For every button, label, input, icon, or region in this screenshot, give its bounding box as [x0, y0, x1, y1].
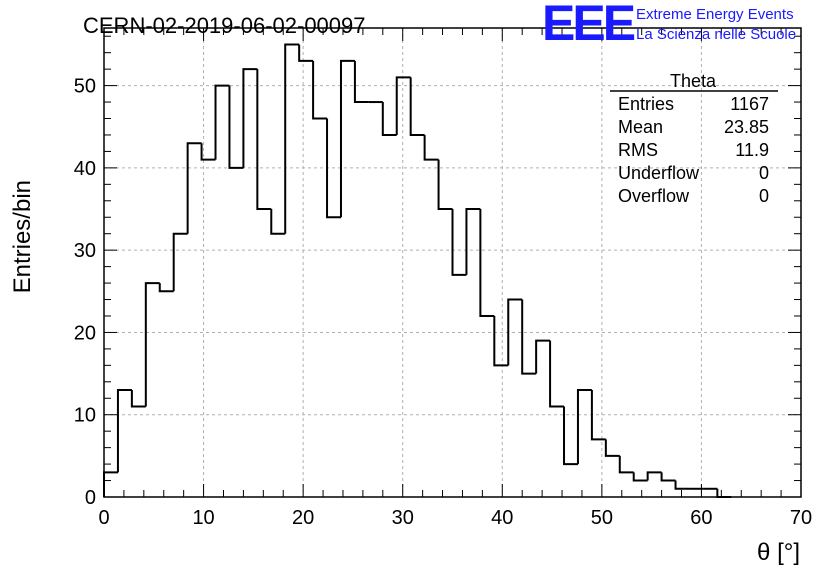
histogram-bin [270, 209, 286, 235]
histogram-bin [381, 102, 397, 136]
x-tick-label: 60 [690, 507, 712, 529]
y-axis-title: Entries/bin [9, 180, 36, 293]
histogram-bin [716, 488, 732, 498]
histogram-bin [256, 69, 272, 211]
stats-box: Theta Entries 1167 Mean 23.85 RMS 11.9 U… [610, 71, 778, 206]
histogram-bin [604, 439, 620, 457]
histogram-bin [674, 480, 690, 490]
stats-label-entries: Entries [618, 94, 674, 114]
histogram-bin [632, 472, 648, 482]
stats-value-entries: 1167 [730, 94, 769, 114]
logo-line-1: Extreme Energy Events [636, 6, 794, 23]
histogram-bin [507, 298, 523, 366]
stats-label-rms: RMS [618, 140, 658, 160]
histogram-bin [395, 76, 411, 135]
histogram-bin [326, 118, 341, 219]
y-tick-label: 20 [74, 322, 96, 344]
stats-label-underflow: Underflow [618, 163, 700, 183]
histogram-bin [186, 142, 202, 234]
histogram-bin [312, 60, 328, 120]
logo-mark: EEE [542, 0, 635, 51]
histogram-bin [549, 340, 565, 408]
histogram-bin [228, 85, 244, 169]
histogram-bin [535, 339, 551, 374]
x-tick-label: 20 [292, 507, 314, 529]
plot-frame [103, 27, 802, 498]
histogram-bin [646, 471, 662, 481]
histogram-bin [339, 59, 355, 218]
y-tick-label: 50 [74, 76, 96, 98]
y-tick-label: 0 [85, 487, 96, 509]
histogram-bin [618, 455, 634, 474]
stats-label-overflow: Overflow [618, 186, 690, 206]
stats-value-overflow: 0 [759, 186, 769, 206]
tick-labels: 0 10 20 30 40 50 60 70 0 10 20 30 40 50 [74, 76, 812, 529]
stats-label-mean: Mean [618, 117, 663, 137]
histogram-bin [242, 68, 258, 168]
histogram-bin [521, 299, 537, 375]
logo-line-2: La Scienza nelle Scuole [636, 26, 796, 43]
histogram-bin [451, 209, 467, 276]
histogram-bin [284, 43, 300, 234]
stats-value-rms: 11.9 [735, 140, 769, 160]
histogram-bin [130, 390, 146, 408]
histogram-bin [298, 44, 314, 62]
histogram-bin [660, 472, 676, 482]
histogram-bin [353, 60, 369, 104]
histogram-bin [437, 159, 453, 211]
logo: EEE Extreme Energy Events La Scienza nel… [542, 0, 796, 51]
histogram-bin [214, 84, 230, 160]
histogram-bin [172, 232, 188, 292]
histogram-series [103, 43, 732, 498]
stats-value-mean: 23.85 [724, 117, 769, 137]
histogram-bin [144, 282, 160, 407]
y-tick-label: 40 [74, 158, 96, 180]
histogram-bin [590, 390, 606, 441]
histogram-bin [493, 315, 509, 367]
axis-ticks [103, 28, 802, 498]
stats-value-underflow: 0 [759, 163, 769, 183]
chart-title: CERN-02-2019-06-02-00097 [83, 13, 366, 38]
x-tick-label: 50 [591, 507, 613, 529]
x-axis-title: θ [°] [757, 539, 800, 566]
x-tick-label: 40 [491, 507, 513, 529]
histogram-bin [158, 283, 174, 293]
histogram-bin [200, 143, 216, 161]
x-tick-label: 0 [98, 507, 109, 529]
y-tick-label: 10 [74, 405, 96, 427]
x-tick-label: 10 [192, 507, 214, 529]
histogram-bin [576, 389, 592, 465]
histogram-bin [116, 389, 132, 473]
histogram-bin [409, 77, 425, 136]
x-tick-label: 70 [790, 507, 812, 529]
x-tick-label: 30 [392, 507, 414, 529]
histogram-bin [465, 208, 481, 275]
y-tick-label: 30 [74, 240, 96, 262]
stats-title: Theta [670, 71, 717, 91]
histogram-bin [479, 209, 495, 317]
histogram-bin [563, 406, 578, 466]
histogram-bin [103, 471, 118, 497]
histogram-bin [423, 134, 439, 161]
